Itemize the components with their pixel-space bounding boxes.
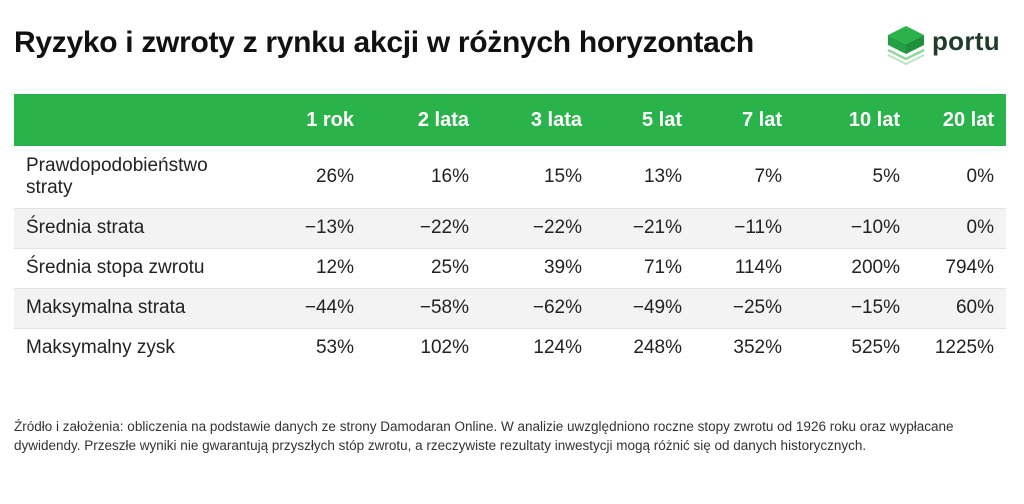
table-row: Prawdopodobieństwo straty 26% 16% 15% 13…: [14, 146, 1006, 209]
row-label: Średnia strata: [14, 208, 256, 249]
table-cell: 7%: [694, 146, 794, 209]
table-cell: −25%: [694, 288, 794, 329]
data-table: 1 rok 2 lata 3 lata 5 lat 7 lat 10 lat 2…: [14, 94, 1006, 368]
source-footnote: Źródło i założenia: obliczenia na podsta…: [14, 419, 954, 453]
table-cell: 0%: [912, 146, 1006, 209]
header-row: 1 rok 2 lata 3 lata 5 lat 7 lat 10 lat 2…: [14, 94, 1006, 146]
table-cell: −22%: [366, 208, 481, 249]
table-cell: 352%: [733, 337, 782, 359]
table-cell: 1225%: [934, 337, 994, 359]
table-cell: 25%: [366, 248, 481, 289]
row-label: Średnia stopa zwrotu: [14, 248, 256, 289]
table-cell: −44%: [256, 288, 366, 329]
table-cell: 26%: [256, 146, 366, 209]
row-label: Maksymalny zysk: [26, 337, 175, 359]
column-header: 2 lata: [366, 94, 481, 146]
table-cell: −13%: [256, 208, 366, 249]
table-cell: 124%: [533, 337, 582, 359]
table-cell: 5%: [794, 146, 912, 209]
table-cell: 114%: [694, 248, 794, 289]
table-cell: 16%: [366, 146, 481, 209]
column-header: 7 lat: [694, 94, 794, 146]
table-row: Maksymalna strata −44% −58% −62% −49% −2…: [14, 288, 1006, 329]
table-cell: −22%: [481, 208, 594, 249]
column-header: 5 lat: [594, 94, 694, 146]
table-cell: 15%: [481, 146, 594, 209]
table-cell: 525%: [851, 337, 900, 359]
table-row: Średnia stopa zwrotu 12% 25% 39% 71% 114…: [14, 248, 1006, 289]
column-header: [14, 94, 256, 146]
row-label: Prawdopodobieństwo straty: [14, 146, 256, 209]
column-header: 3 lata: [481, 94, 594, 146]
page-title: Ryzyko i zwroty z rynku akcji w różnych …: [14, 26, 754, 59]
table-cell: 200%: [794, 248, 912, 289]
table-cell: −62%: [481, 288, 594, 329]
table-cell: 53%: [315, 337, 354, 359]
table-cell: 71%: [594, 248, 694, 289]
column-header: 1 rok: [256, 94, 366, 146]
table-cell: 248%: [633, 337, 682, 359]
table-cell: 60%: [912, 288, 1006, 329]
table-cell: −11%: [694, 208, 794, 249]
table-cell: 794%: [912, 248, 1006, 289]
table-cell: −15%: [794, 288, 912, 329]
table-cell: 0%: [912, 208, 1006, 249]
portu-logo: portu: [884, 22, 1012, 66]
table-cell: −58%: [366, 288, 481, 329]
column-header: 10 lat: [794, 94, 912, 146]
table-cell: 13%: [594, 146, 694, 209]
portu-cube-icon: [887, 26, 925, 66]
table-cell: −49%: [594, 288, 694, 329]
table-row: Średnia strata −13% −22% −22% −21% −11% …: [14, 208, 1006, 249]
row-label: Maksymalna strata: [14, 288, 256, 329]
table-cell: 12%: [256, 248, 366, 289]
brand-name: portu: [932, 26, 1000, 56]
table-row: Maksymalny zysk 53% 102% 124% 248% 352% …: [14, 328, 1006, 368]
table-cell: −10%: [794, 208, 912, 249]
table-cell: 39%: [481, 248, 594, 289]
table-cell: 102%: [420, 337, 469, 359]
table-cell: −21%: [594, 208, 694, 249]
column-header: 20 lat: [912, 94, 1006, 146]
